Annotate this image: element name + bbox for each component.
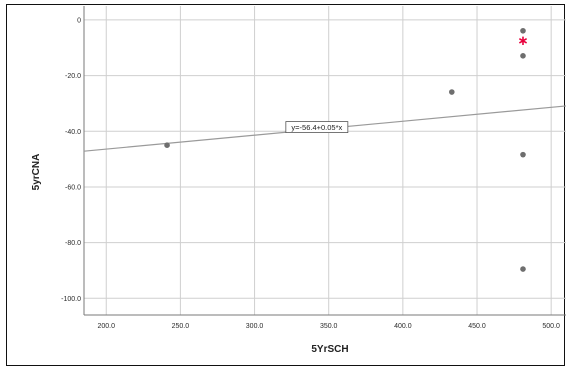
- y-axis-title: 5yrCNA: [31, 154, 42, 191]
- x-tick-label: 400.0: [394, 323, 412, 330]
- grid-layer: [84, 6, 566, 315]
- axes-layer: 200.0 250.0 300.0 350.0 400.0 450.0 500.0 0 -20.…: [61, 6, 566, 330]
- data-point: [520, 266, 526, 272]
- points-layer: [164, 27, 528, 272]
- x-tick-label: 300.0: [246, 323, 264, 330]
- asterisk-stroke: [518, 38, 528, 44]
- data-point: [520, 151, 526, 158]
- x-tick-label: 200.0: [97, 323, 115, 330]
- highlight-asterisk-marker: [518, 36, 528, 45]
- y-tick-label: -20.0: [65, 73, 81, 80]
- y-tick-label: 0: [77, 17, 81, 24]
- fit-equation-label: y=-56.4+0.05*x: [291, 123, 342, 132]
- label-layer: y=-56.4+0.05*x: [285, 121, 349, 133]
- y-tick-label: -80.0: [65, 240, 81, 247]
- data-point: [520, 53, 526, 59]
- x-axis-title: 5YrSCH: [311, 344, 348, 355]
- x-tick-label: 500.0: [542, 323, 560, 330]
- chart-frame: [6, 4, 565, 366]
- fit-equation-box: [285, 121, 349, 133]
- x-tick-label: 250.0: [172, 323, 190, 330]
- x-tick-label: 450.0: [468, 323, 486, 330]
- y-tick-label: -60.0: [65, 184, 81, 191]
- x-tick-label: 350.0: [320, 323, 338, 330]
- y-tick-label: -40.0: [65, 129, 81, 136]
- data-point: [520, 27, 526, 34]
- data-point: [449, 89, 455, 95]
- y-tick-label: -100.0: [61, 296, 81, 303]
- data-point: [164, 142, 170, 148]
